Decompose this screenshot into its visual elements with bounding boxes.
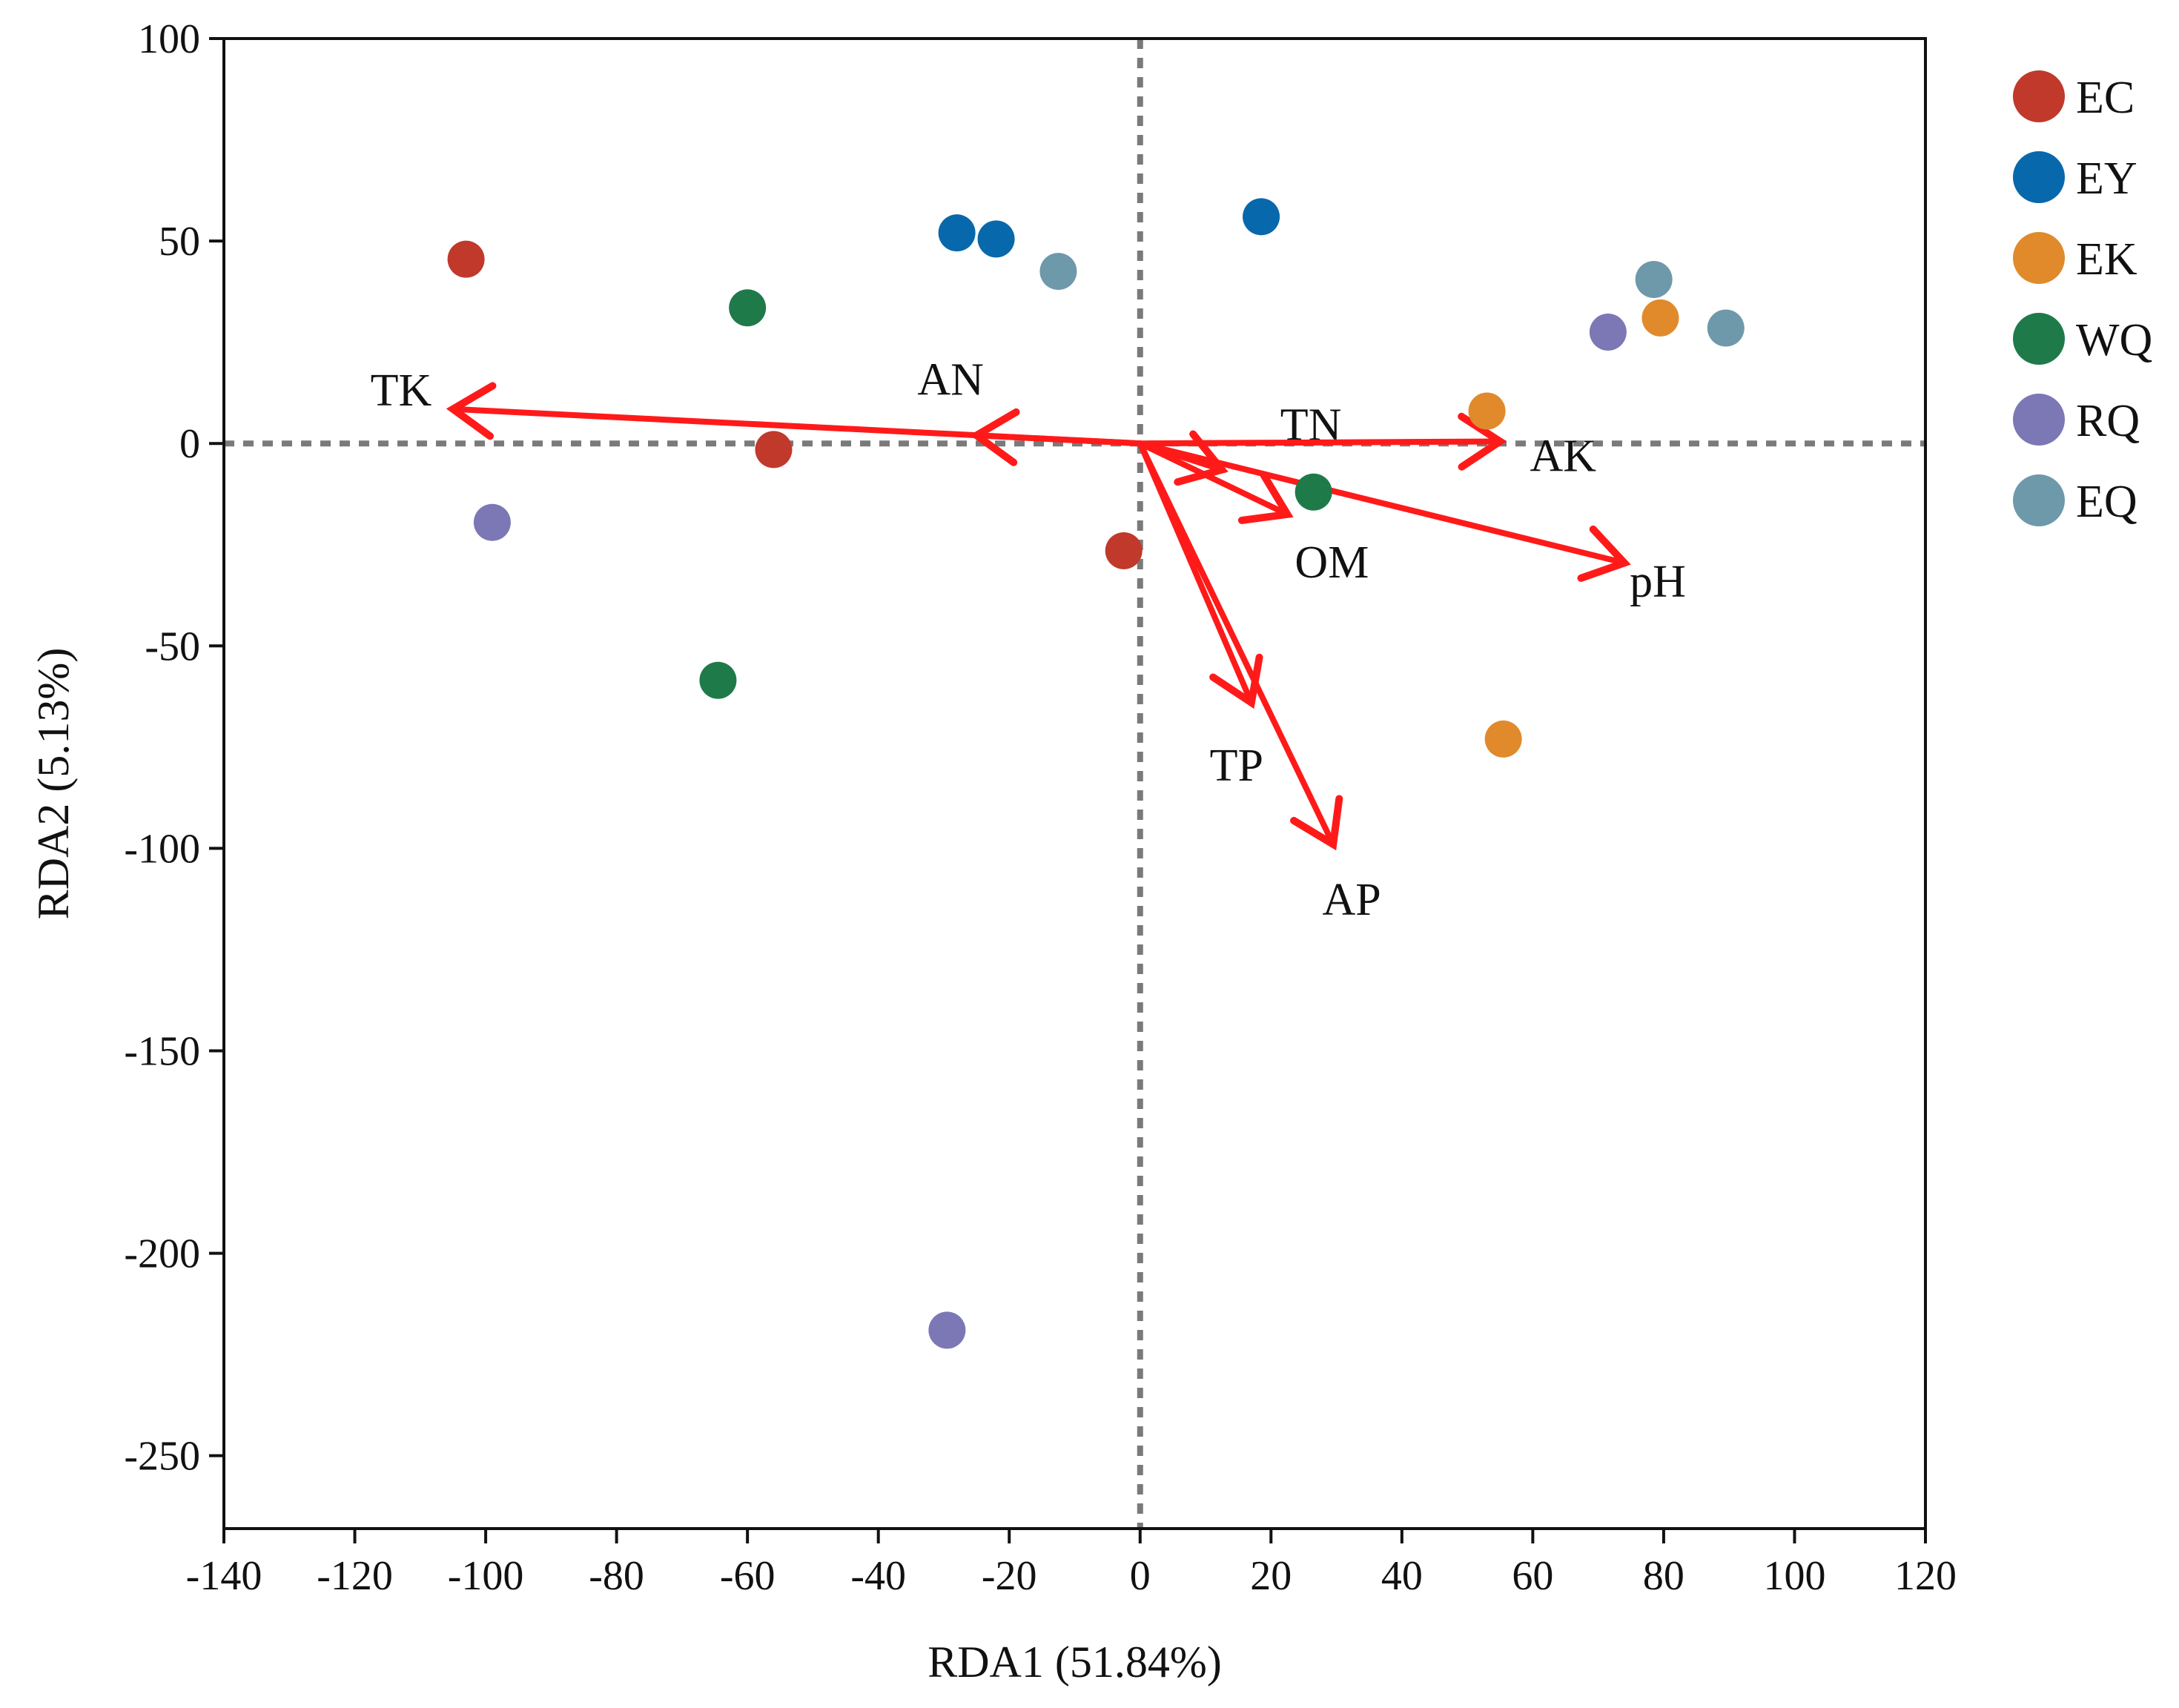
legend-label-ec: EC [2076, 73, 2135, 123]
y-tick-label: -200 [124, 1231, 200, 1277]
arrow-ap [1137, 440, 1337, 847]
x-tick-label: -20 [982, 1553, 1037, 1599]
legend-label-wq: WQ [2076, 315, 2152, 365]
arrowhead-om [1237, 471, 1294, 524]
point-wq [699, 661, 737, 699]
point-eq [1635, 260, 1673, 298]
y-tick-label: 50 [159, 219, 200, 265]
reference-lines [224, 39, 1925, 1529]
y-axis-title: RDA2 (5.13%) [29, 648, 78, 920]
point-ey [938, 214, 976, 252]
point-wq [729, 289, 767, 327]
arrow-an [973, 432, 1143, 447]
point-ey [1243, 198, 1280, 236]
plot-frame [222, 37, 1927, 1530]
y-tick-label: 0 [179, 421, 200, 467]
arrowhead-ak [1458, 412, 1507, 471]
point-ec [447, 240, 485, 278]
point-ek [1484, 720, 1522, 758]
point-eq [1039, 253, 1077, 291]
x-tick-label: 120 [1894, 1553, 1957, 1599]
point-wq [1294, 473, 1332, 511]
arrowhead-an [969, 408, 1020, 466]
sample-points [447, 198, 1745, 1349]
legend-swatch-ek [2013, 232, 2065, 284]
arrow-ph [1137, 440, 1627, 566]
arrow-om [1137, 440, 1291, 517]
legend-label-ek: EK [2076, 234, 2137, 285]
arrow-label-tp: TP [1210, 741, 1263, 791]
legend-swatch-ec [2013, 70, 2065, 122]
arrow-label-tk: TK [371, 365, 432, 416]
arrow-label-ph: pH [1630, 556, 1686, 606]
x-tick-label: 20 [1250, 1553, 1292, 1599]
point-rq [1589, 313, 1627, 351]
y-tick-label: -50 [145, 623, 200, 669]
arrow-label-ap: AP [1323, 875, 1381, 925]
arrowhead-ph [1577, 525, 1631, 582]
point-rq [473, 503, 511, 541]
legend-label-eq: EQ [2076, 477, 2137, 527]
x-tick-label: -60 [720, 1553, 776, 1599]
legend-label-ey: EY [2076, 153, 2137, 204]
y-axis: -250 -200 -150 -100 -50 0 50 100 [124, 16, 224, 1480]
arrow-label-an: AN [917, 354, 984, 405]
point-ey [977, 220, 1015, 258]
arrow-label-ak: AK [1530, 431, 1596, 481]
x-tick-label: -140 [186, 1553, 262, 1599]
y-tick-label: -100 [124, 826, 200, 872]
x-axis-title: RDA1 (51.84%) [928, 1638, 1222, 1687]
legend-swatch-ey [2013, 151, 2065, 203]
point-eq [1707, 309, 1745, 347]
point-rq [928, 1311, 966, 1349]
point-ec [1105, 532, 1143, 569]
legend-swatch-rq [2013, 394, 2065, 446]
arrowhead-tk [446, 382, 497, 440]
x-tick-label: -40 [850, 1553, 906, 1599]
x-tick-label: -100 [448, 1553, 524, 1599]
x-tick-label: -120 [317, 1553, 393, 1599]
arrow-label-om: OM [1294, 537, 1369, 588]
x-tick-label: 100 [1763, 1553, 1825, 1599]
y-tick-label: -150 [124, 1028, 200, 1074]
point-ek [1468, 392, 1506, 430]
point-ec [755, 431, 793, 469]
arrowhead-ap [1290, 795, 1343, 851]
x-tick-label: 60 [1512, 1553, 1553, 1599]
legend-swatch-eq [2013, 474, 2065, 526]
x-axis: -140 -120 -100 -80 -60 -40 -20 0 20 40 60 80 100 120 [186, 1529, 1957, 1599]
x-tick-label: 0 [1130, 1553, 1151, 1599]
arrow-ak [1137, 438, 1504, 447]
legend-swatch-wq [2013, 313, 2065, 365]
y-tick-label: 100 [138, 16, 200, 62]
arrowhead-tp [1209, 653, 1263, 709]
x-tick-label: 80 [1643, 1553, 1684, 1599]
point-ek [1641, 299, 1679, 337]
y-tick-label: -250 [124, 1434, 200, 1480]
legend-label-rq: RQ [2076, 396, 2140, 446]
x-tick-label: 40 [1381, 1553, 1423, 1599]
legend: EC EY EK WQ RQ EQ [2013, 70, 2152, 527]
x-tick-label: -80 [589, 1553, 644, 1599]
